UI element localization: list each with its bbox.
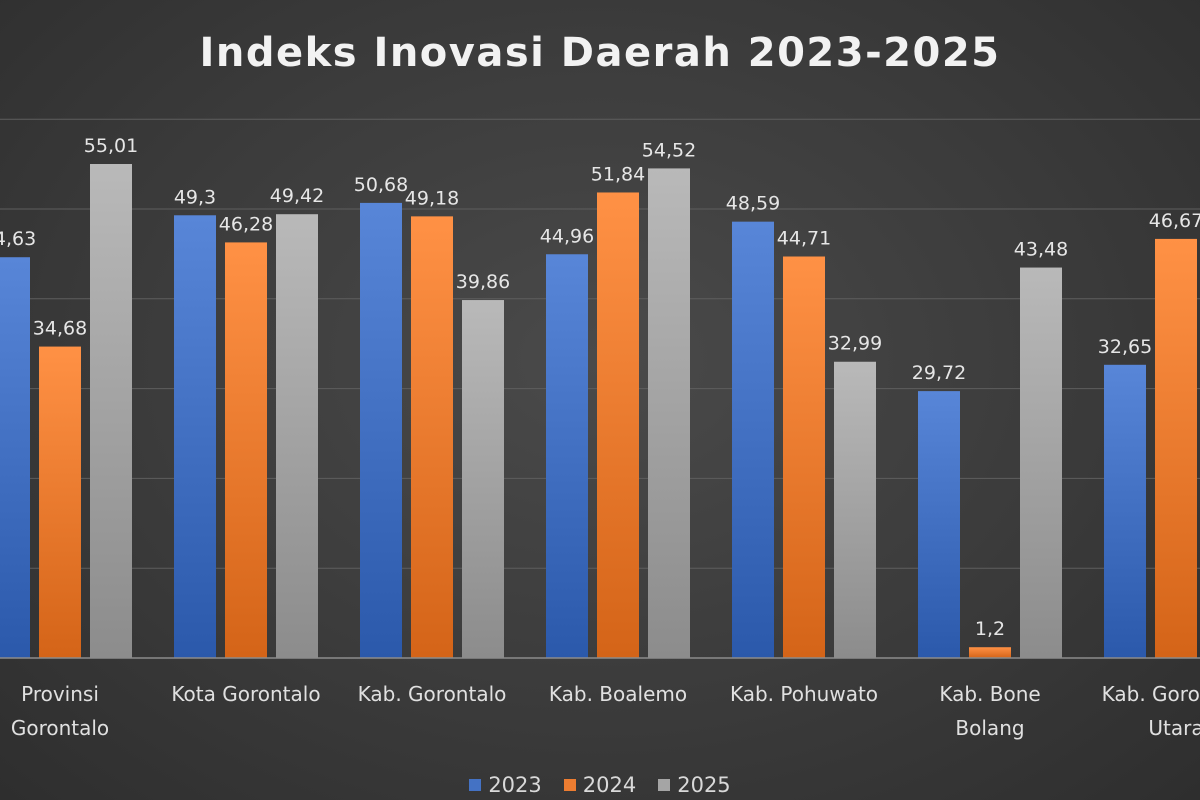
data-label-2024-0: 34,68 xyxy=(33,318,87,340)
data-label-2024-2: 49,18 xyxy=(405,187,459,209)
legend: 2023 2024 2025 xyxy=(0,773,1200,797)
data-label-2024-3: 51,84 xyxy=(591,163,645,185)
bar-2024-0 xyxy=(39,346,81,658)
category-label-6-0: Kab. Gorontalo xyxy=(1102,682,1200,706)
category-label-0-1: Gorontalo xyxy=(11,716,109,740)
bar-2024-1 xyxy=(225,242,267,659)
category-label-0-0: Provinsi xyxy=(21,682,99,706)
chart-title: Indeks Inovasi Daerah 2023-2025 xyxy=(199,30,1001,76)
data-label-2025-1: 49,42 xyxy=(270,185,324,207)
legend-label-2023: 2023 xyxy=(488,773,542,797)
legend-item-2025: 2025 xyxy=(658,773,731,797)
legend-swatch-2023 xyxy=(469,779,482,791)
data-label-2023-4: 48,59 xyxy=(726,193,780,215)
data-label-2023-1: 49,3 xyxy=(174,186,216,208)
data-label-2024-6: 46,67 xyxy=(1149,210,1200,232)
bar-2023-5 xyxy=(918,391,960,658)
legend-label-2024: 2024 xyxy=(582,773,637,797)
data-label-2025-0: 55,01 xyxy=(84,135,138,157)
bars xyxy=(0,164,1197,659)
legend-label-2025: 2025 xyxy=(677,773,731,797)
bar-2024-2 xyxy=(411,216,453,659)
data-label-2023-5: 29,72 xyxy=(912,362,966,384)
category-label-3-0: Kab. Boalemo xyxy=(549,682,687,706)
data-label-2025-4: 32,99 xyxy=(828,333,882,355)
bar-2025-3 xyxy=(648,168,690,658)
bar-2025-0 xyxy=(90,164,132,658)
bar-2025-5 xyxy=(1020,267,1062,658)
bar-2025-4 xyxy=(834,361,876,658)
data-label-2024-1: 46,28 xyxy=(219,213,273,235)
category-label-4-0: Kab. Pohuwato xyxy=(730,682,878,706)
category-label-6-1: Utara xyxy=(1148,716,1200,740)
bar-2023-6 xyxy=(1104,364,1146,658)
legend-swatch-2024 xyxy=(563,779,576,791)
category-label-5-0: Kab. Bone xyxy=(939,682,1040,706)
bar-2023-4 xyxy=(732,221,774,658)
data-label-2025-3: 54,52 xyxy=(642,139,696,161)
category-labels: Provinsi Gorontalo Kota Gorontalo Kab. Goro… xyxy=(11,682,1200,740)
category-label-1-0: Kota Gorontalo xyxy=(171,682,320,706)
bar-2024-3 xyxy=(597,192,639,658)
legend-item-2023: 2023 xyxy=(469,773,542,797)
legend-item-2024: 2024 xyxy=(563,773,637,797)
bar-2025-1 xyxy=(276,214,318,658)
data-label-2025-2: 39,86 xyxy=(456,271,510,293)
legend-swatch-2025 xyxy=(658,779,671,791)
bar-2024-5 xyxy=(969,647,1011,658)
data-label-2025-5: 43,48 xyxy=(1014,239,1068,261)
bar-2023-1 xyxy=(174,215,216,658)
data-label-2023-0: 44,63 xyxy=(0,228,36,250)
bar-2024-4 xyxy=(783,256,825,658)
bar-2023-3 xyxy=(546,254,588,658)
data-label-2023-2: 50,68 xyxy=(354,174,408,196)
category-label-2-0: Kab. Gorontalo xyxy=(358,682,507,706)
bar-2025-2 xyxy=(462,300,504,658)
category-label-5-1: Bolang xyxy=(955,716,1024,740)
data-label-2024-5: 1,2 xyxy=(975,618,1005,640)
bar-2023-2 xyxy=(360,202,402,658)
data-label-2023-3: 44,96 xyxy=(540,225,594,247)
bar-2024-6 xyxy=(1155,238,1197,659)
bar-2023-0 xyxy=(0,257,30,658)
data-label-2023-6: 32,65 xyxy=(1098,336,1152,358)
data-label-2024-4: 44,71 xyxy=(777,228,831,250)
